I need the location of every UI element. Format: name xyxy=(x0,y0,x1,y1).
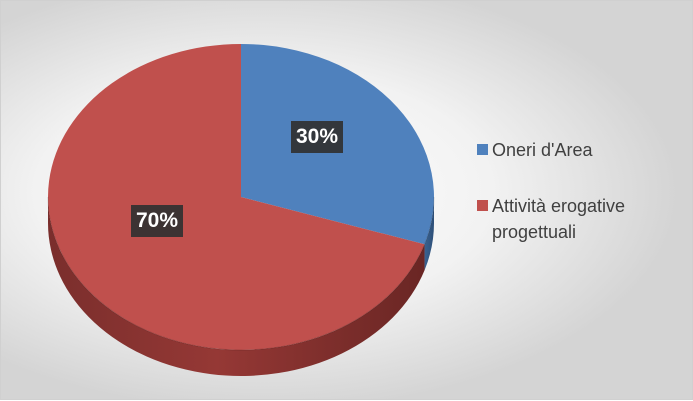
pie-side-oneri xyxy=(424,197,434,271)
data-label-attivita: 70% xyxy=(131,205,184,237)
pie-side-attivita xyxy=(48,197,425,376)
pie-rim xyxy=(47,196,435,351)
legend-item-attivita: Attività erogative progettuali xyxy=(477,193,689,245)
legend: Oneri d'Area Attività erogative progettu… xyxy=(477,137,689,275)
legend-swatch-oneri xyxy=(477,144,488,155)
legend-item-oneri: Oneri d'Area xyxy=(477,137,689,163)
legend-swatch-attivita xyxy=(477,200,488,211)
legend-label-attivita: Attività erogative progettuali xyxy=(492,196,626,242)
pie-slice-attivita xyxy=(47,44,425,351)
data-label-oneri: 30% xyxy=(291,121,344,153)
legend-label-oneri: Oneri d'Area xyxy=(492,140,593,160)
